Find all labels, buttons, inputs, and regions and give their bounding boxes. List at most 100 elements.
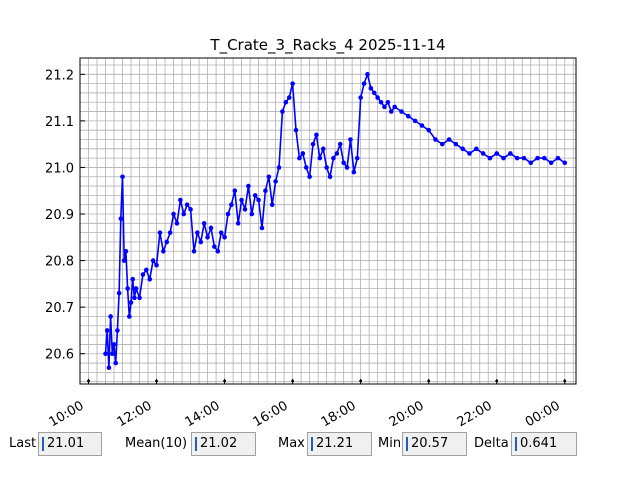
data-point xyxy=(108,314,113,319)
text-cursor xyxy=(195,437,197,451)
data-point xyxy=(487,155,493,161)
data-point xyxy=(385,99,391,105)
data-point xyxy=(344,165,350,170)
data-point xyxy=(365,72,370,77)
data-point xyxy=(167,230,173,235)
data-point xyxy=(300,151,306,156)
data-point xyxy=(440,141,445,147)
data-point xyxy=(348,137,353,142)
data-point xyxy=(361,81,367,86)
data-point xyxy=(242,207,248,212)
data-point xyxy=(341,160,346,166)
data-point xyxy=(331,155,336,161)
x-tick-marker xyxy=(291,379,295,383)
data-point xyxy=(310,141,316,147)
data-point xyxy=(269,202,275,207)
data-point xyxy=(535,155,540,161)
x-tick-marker xyxy=(427,379,431,383)
mean-label: Mean(10) xyxy=(125,436,188,451)
x-tick-label: 16:00 xyxy=(251,398,291,430)
x-tick-marker xyxy=(495,379,499,383)
data-point xyxy=(392,104,397,110)
data-point xyxy=(188,207,193,212)
data-point xyxy=(195,230,200,235)
data-point xyxy=(542,155,547,161)
min-label: Min xyxy=(378,436,402,451)
data-point xyxy=(113,360,119,366)
y-tick-label: 21.0 xyxy=(45,161,74,176)
last-value-field[interactable]: 21.01 xyxy=(38,432,102,456)
data-point xyxy=(144,267,149,273)
min-value-field[interactable]: 20.57 xyxy=(402,432,467,456)
data-point xyxy=(293,127,299,133)
text-cursor xyxy=(311,437,313,451)
data-point xyxy=(123,248,129,254)
x-tick-marker xyxy=(359,379,363,383)
x-tick-labels: 10:00 12:00 14:00 16:00 18:00 20:00 22:00 00:00 xyxy=(47,398,563,430)
y-tick-label: 20.8 xyxy=(45,255,74,270)
data-point xyxy=(266,174,272,180)
data-point xyxy=(239,197,244,203)
mean-value-field[interactable]: 21.02 xyxy=(191,432,256,456)
data-point xyxy=(171,211,176,217)
data-point xyxy=(388,109,394,114)
data-point xyxy=(164,239,170,245)
axis-ticks xyxy=(80,73,567,384)
delta-label: Delta xyxy=(474,436,509,451)
data-point xyxy=(426,127,431,133)
x-tick-label: 22:00 xyxy=(455,398,495,430)
data-point xyxy=(283,99,289,105)
max-value-field[interactable]: 21.21 xyxy=(307,432,372,456)
data-point xyxy=(276,165,282,170)
data-point xyxy=(334,151,340,156)
data-point xyxy=(125,286,130,291)
data-point xyxy=(474,146,479,152)
data-point xyxy=(205,235,210,240)
data-point xyxy=(327,174,333,180)
data-point xyxy=(460,146,466,152)
data-point xyxy=(314,132,319,138)
data-point xyxy=(116,290,122,296)
data-point xyxy=(273,179,278,184)
data-point xyxy=(358,95,363,100)
data-point xyxy=(259,225,265,231)
data-point xyxy=(501,155,506,161)
x-tick-marker xyxy=(563,379,567,383)
data-point xyxy=(130,276,136,282)
x-tick-marker xyxy=(223,379,226,383)
data-point xyxy=(252,193,258,198)
data-point xyxy=(320,146,326,152)
data-point xyxy=(480,151,486,156)
data-point xyxy=(137,295,142,301)
y-tick-label: 20.7 xyxy=(45,301,74,316)
y-tick-labels: 20.6 20.7 20.8 20.9 21.0 21.1 21.2 xyxy=(45,68,74,362)
mean-value: 21.02 xyxy=(200,436,238,451)
data-point xyxy=(246,183,251,189)
data-point xyxy=(104,328,110,333)
data-point xyxy=(161,248,166,254)
data-point xyxy=(115,328,120,333)
series-points xyxy=(103,72,568,371)
max-label: Max xyxy=(278,436,305,451)
delta-value-field[interactable]: 0.641 xyxy=(511,432,577,456)
chart: T_Crate_3_Racks_4 2025-11-14 20.620.720.… xyxy=(45,36,577,430)
delta-value: 0.641 xyxy=(520,436,558,451)
stats-bar: Last 21.01 Mean(10) 21.02 Max 21.21 Min … xyxy=(0,430,640,460)
data-point xyxy=(368,85,374,91)
y-tick-label: 21.2 xyxy=(45,68,74,83)
text-cursor xyxy=(406,437,408,451)
data-point xyxy=(181,211,187,217)
data-point xyxy=(412,118,418,124)
data-point xyxy=(433,137,438,142)
data-point xyxy=(303,165,309,170)
data-point xyxy=(467,151,472,156)
text-cursor xyxy=(42,437,44,451)
data-point xyxy=(548,160,554,166)
data-point xyxy=(128,300,134,305)
data-point xyxy=(222,235,227,240)
data-point xyxy=(290,81,295,86)
data-point xyxy=(307,174,312,180)
y-tick-label: 21.1 xyxy=(45,115,74,130)
last-value: 21.01 xyxy=(47,436,85,451)
data-point xyxy=(229,202,234,207)
